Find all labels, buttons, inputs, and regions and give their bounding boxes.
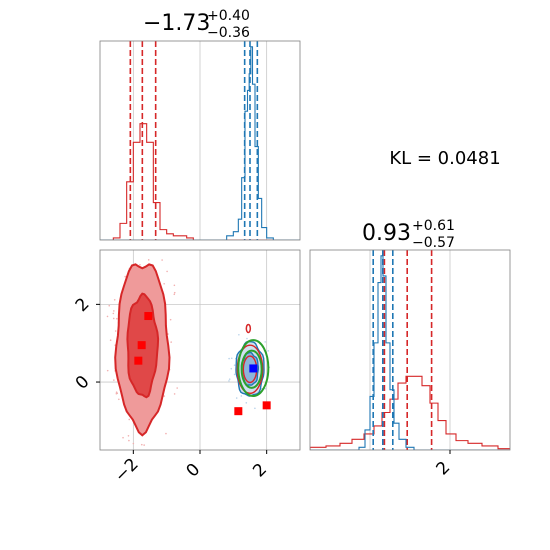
sample-dot: [233, 364, 236, 366]
sample-dot: [173, 293, 176, 296]
sample-dot: [139, 263, 141, 266]
red-square-marker: [144, 312, 153, 321]
red-outline-contour: [245, 323, 252, 334]
sample-dot: [128, 439, 130, 442]
top-axes-frame: [99, 40, 301, 241]
sample-dot: [113, 310, 115, 312]
histogram-panel-param1: −1.73 +0.40 −0.36: [99, 5, 301, 241]
red-histogram: [100, 123, 300, 240]
top-grid: [132, 41, 268, 240]
right-histograms: [310, 250, 510, 450]
sample-dot: [233, 373, 236, 376]
red-square-marker: [137, 341, 146, 350]
sample-dot: [124, 275, 126, 278]
sample-dot: [254, 407, 256, 410]
sample-dot: [173, 291, 176, 294]
top-histograms: [100, 41, 300, 240]
right-x-tick-label: 2: [433, 458, 455, 480]
sample-dot: [106, 315, 109, 318]
scatter-x-tick-label: 2: [249, 460, 271, 482]
sample-dot: [118, 398, 120, 401]
sample-dot: [169, 318, 172, 321]
scatter-y-tick-label: 0: [72, 372, 94, 394]
scatter-x-tick-label: 0: [183, 460, 205, 482]
sample-dot: [267, 350, 270, 352]
histogram-panel-param2: 2 0.93 +0.61 −0.57: [309, 215, 511, 480]
sample-dot: [163, 282, 165, 285]
sample-dot: [106, 369, 109, 372]
sample-dot: [144, 236, 146, 238]
sample-dot: [264, 387, 267, 390]
sample-dot: [240, 395, 243, 397]
sample-dot: [230, 357, 233, 360]
sample-dot: [165, 432, 167, 435]
sample-dot: [115, 391, 118, 394]
sample-dot: [166, 270, 168, 273]
sample-dot: [143, 444, 145, 446]
sample-dot: [109, 339, 112, 341]
red-square-marker: [134, 356, 143, 365]
sample-dot: [138, 233, 140, 235]
blue-square-marker: [249, 364, 258, 373]
sample-dot: [147, 259, 150, 261]
sample-dot: [238, 333, 240, 336]
sample-dot: [170, 341, 172, 343]
red-histogram: [310, 375, 510, 450]
sample-dot: [228, 378, 231, 380]
sample-dot: [173, 393, 176, 395]
sample-dot: [173, 284, 176, 287]
sample-dot: [176, 387, 178, 389]
right-tick-labels: 2: [433, 450, 455, 480]
scatter-x-tick-label: −2: [111, 455, 143, 487]
sample-dot: [137, 242, 139, 244]
red-square-marker: [262, 401, 271, 410]
sample-dot: [113, 298, 116, 301]
title-param2: 0.93 +0.61 −0.57: [362, 215, 460, 251]
sample-dot: [235, 397, 238, 399]
sample-dot: [127, 434, 130, 437]
sample-dot: [246, 337, 248, 340]
green-contour: [240, 349, 263, 389]
sample-dot: [163, 395, 166, 397]
title-param1: −1.73 +0.40 −0.36: [143, 5, 255, 41]
blue-histogram: [310, 255, 510, 450]
sample-dot: [245, 402, 248, 404]
red-square-marker: [234, 407, 243, 416]
sample-dot: [161, 259, 163, 261]
sample-dot: [128, 418, 131, 421]
sample-dot: [134, 243, 136, 245]
sample-dot: [160, 245, 162, 247]
sample-dot: [230, 367, 233, 370]
sample-dot: [115, 392, 118, 395]
sample-dot: [140, 443, 143, 446]
sample-dot: [112, 312, 115, 315]
sample-dot: [114, 330, 117, 332]
scatter-y-tick-label: 2: [72, 294, 94, 316]
sample-dot: [108, 304, 111, 307]
sample-dot: [112, 317, 115, 320]
scatter-contents: [106, 233, 271, 446]
contour-panel: −2 0 2 0 2: [72, 233, 301, 487]
sample-dot: [228, 380, 230, 382]
sample-dot: [228, 357, 230, 360]
kl-annotation: KL = 0.0481: [389, 148, 500, 169]
sample-dot: [113, 379, 115, 381]
green-contour: [237, 339, 270, 398]
sample-dot: [264, 341, 267, 343]
sample-dot: [122, 436, 124, 439]
sample-dot: [116, 317, 118, 320]
right-axes-frame: [309, 249, 511, 451]
sample-dot: [132, 442, 135, 445]
